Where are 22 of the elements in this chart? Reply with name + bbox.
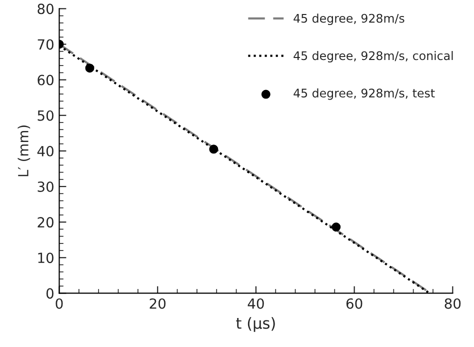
legend-label: 45 degree, 928m/s, test	[294, 88, 435, 100]
y-tick-label: 70	[38, 39, 54, 50]
legend-label: 45 degree, 928m/s, conical	[294, 51, 453, 62]
y-tick-label: 40	[37, 146, 54, 156]
legend-label: 45 degree, 928m/s	[294, 14, 404, 26]
y-tick-label: 80	[38, 4, 54, 14]
y-axis-title: L′ (mm)	[18, 126, 30, 176]
point	[332, 222, 341, 232]
y-tick-label: 30	[38, 181, 54, 192]
x-tick-label: 60	[346, 298, 362, 309]
y-tick-label: 20	[38, 217, 54, 228]
x-tick-label: 40	[248, 298, 264, 309]
y-tick-label: 10	[38, 252, 54, 264]
y-tick-label: 60	[38, 74, 54, 86]
x-tick-label: 20	[150, 298, 166, 309]
x-axis-title: t (µs)	[236, 317, 275, 332]
point	[209, 144, 218, 154]
y-tick-label: 50	[38, 110, 54, 121]
x-tick-label: 0	[56, 298, 63, 309]
x-tick-label: 80	[444, 298, 461, 309]
y-tick-label: 0	[46, 288, 54, 299]
point	[85, 64, 94, 73]
